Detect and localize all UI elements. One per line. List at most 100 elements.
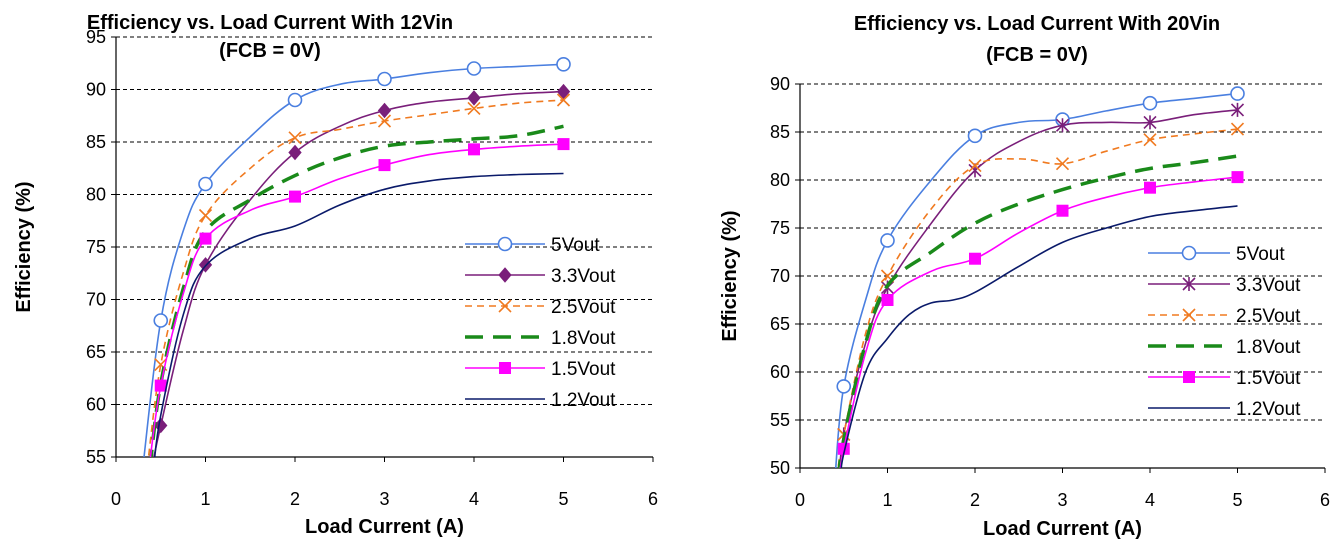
legend-label: 3.3Vout (551, 266, 616, 287)
legend-marker-1.5Vout (499, 362, 511, 374)
legend-label: 2.5Vout (1236, 306, 1301, 327)
x-tick-label: 5 (558, 489, 568, 509)
legend-marker-3.3Vout (1182, 277, 1196, 291)
data-point-3.3Vout (556, 83, 571, 100)
series-line-2.5Vout (837, 128, 1238, 468)
data-point-3.3Vout (467, 90, 481, 106)
chart-subtitle: (FCB = 0V) (219, 40, 321, 62)
y-tick-label: 65 (770, 314, 790, 334)
data-point-1.5Vout (378, 159, 391, 172)
data-point-2.5Vout (288, 131, 302, 145)
data-point-1.5Vout (154, 379, 167, 392)
x-tick-label: 3 (1057, 490, 1067, 510)
x-tick-label: 0 (111, 489, 121, 509)
data-point-1.5Vout (881, 294, 894, 306)
data-point-5Vout (377, 71, 392, 87)
data-point-3.3Vout (377, 102, 392, 119)
series-3.3Vout: 3.3Vout (153, 83, 616, 457)
data-point-2.5Vout (1143, 133, 1157, 147)
data-point-1.5Vout (1144, 181, 1156, 194)
series-5Vout: 5Vout (143, 57, 600, 457)
data-point-2.5Vout (377, 114, 392, 128)
data-point-1.5Vout (468, 143, 480, 156)
legend-marker-2.5Vout (1182, 308, 1196, 322)
data-point-2.5Vout (556, 93, 571, 107)
series-2.5Vout: 2.5Vout (837, 122, 1301, 468)
y-tick-label: 90 (770, 74, 790, 94)
series-line-2.5Vout (147, 99, 564, 457)
data-point-1.5Vout (1231, 171, 1244, 184)
x-tick-label: 0 (795, 490, 805, 510)
y-tick-label: 70 (770, 266, 790, 286)
chart-subtitle: (FCB = 0V) (986, 44, 1088, 66)
data-point-2.5Vout (968, 159, 982, 173)
y-tick-label: 80 (86, 185, 106, 205)
x-tick-label: 4 (469, 489, 479, 509)
data-point-5Vout (967, 128, 983, 144)
legend-label: 1.8Vout (1236, 337, 1301, 358)
legend-marker-5Vout (1181, 245, 1197, 261)
series-1.8Vout: 1.8Vout (149, 124, 616, 457)
data-point-2.5Vout (1230, 122, 1245, 136)
series-line-1.8Vout (837, 154, 1238, 468)
series-5Vout: 5Vout (834, 86, 1285, 468)
y-tick-label: 60 (770, 362, 790, 382)
data-point-1.5Vout (199, 232, 212, 245)
y-axis-title: Efficiency (%) (13, 181, 35, 312)
series-3.3Vout: 3.3Vout (837, 102, 1301, 468)
data-point-3.3Vout (154, 417, 168, 434)
data-point-3.3Vout (1230, 102, 1245, 117)
y-tick-label: 80 (770, 170, 790, 190)
data-point-5Vout (1142, 95, 1158, 111)
legend-label: 5Vout (1236, 244, 1285, 265)
data-point-5Vout (466, 61, 482, 76)
series-1.8Vout: 1.8Vout (837, 154, 1301, 468)
y-tick-label: 85 (86, 132, 106, 152)
chart-title: Efficiency vs. Load Current With 20Vin (854, 13, 1220, 35)
x-tick-label: 1 (200, 489, 210, 509)
y-tick-label: 60 (86, 395, 106, 415)
data-point-5Vout (198, 176, 213, 192)
data-point-3.3Vout (1143, 115, 1157, 130)
legend-label: 1.2Vout (1236, 399, 1301, 420)
data-point-1.5Vout (969, 252, 981, 265)
y-tick-label: 95 (86, 27, 106, 47)
y-tick-label: 90 (86, 80, 106, 100)
x-axis-title: Load Current (A) (983, 518, 1142, 540)
x-tick-label: 1 (882, 490, 892, 510)
y-tick-label: 75 (86, 237, 106, 257)
data-point-1.5Vout (1056, 204, 1069, 217)
data-point-3.3Vout (288, 144, 302, 161)
legend-label: 1.8Vout (551, 328, 616, 349)
x-axis-title: Load Current (A) (305, 516, 464, 538)
legend-label: 1.5Vout (551, 359, 616, 380)
chart-title: Efficiency vs. Load Current With 12Vin (87, 12, 453, 34)
data-point-5Vout (153, 313, 169, 328)
y-tick-label: 55 (770, 410, 790, 430)
x-tick-label: 4 (1145, 490, 1155, 510)
data-point-5Vout (1230, 86, 1245, 101)
series-line-1.2Vout (153, 172, 564, 457)
legend-label: 1.2Vout (551, 390, 616, 411)
legend-marker-2.5Vout (498, 299, 512, 313)
data-point-5Vout (556, 57, 571, 72)
x-tick-label: 2 (970, 490, 980, 510)
y-tick-label: 55 (86, 447, 106, 467)
x-tick-label: 6 (1320, 490, 1330, 510)
data-point-5Vout (836, 379, 852, 394)
y-tick-label: 50 (770, 458, 790, 478)
y-axis-title: Efficiency (%) (719, 210, 741, 341)
legend-marker-3.3Vout (498, 267, 512, 283)
legend-label: 3.3Vout (1236, 275, 1301, 296)
y-tick-label: 85 (770, 122, 790, 142)
y-tick-label: 70 (86, 290, 106, 310)
data-point-1.5Vout (557, 138, 570, 151)
data-point-1.5Vout (289, 190, 301, 203)
data-point-3.3Vout (1055, 118, 1070, 133)
series-1.5Vout: 1.5Vout (149, 138, 616, 457)
series-2.5Vout: 2.5Vout (147, 93, 616, 457)
series-line-5Vout (834, 92, 1238, 468)
series-1.2Vout: 1.2Vout (840, 205, 1301, 468)
y-tick-label: 65 (86, 342, 106, 362)
